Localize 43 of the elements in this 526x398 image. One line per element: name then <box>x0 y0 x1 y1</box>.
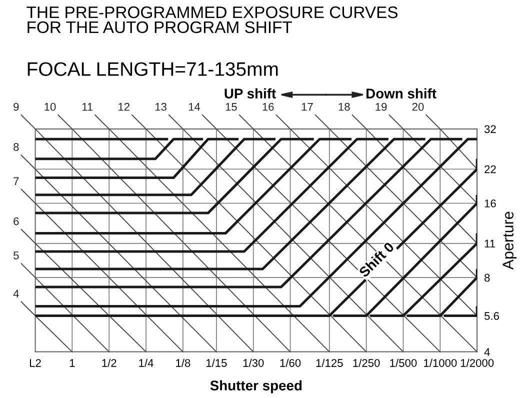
x-tick-label: 1/4 <box>139 358 154 367</box>
series-label: 7 <box>14 177 19 185</box>
series-label: 6 <box>14 217 19 226</box>
x-tick-label: 1/500 <box>390 358 417 367</box>
text: Down shift <box>366 88 436 98</box>
y-axis-title: Aperture <box>502 212 516 270</box>
series-label: 13 <box>155 102 166 111</box>
y-tick-label: 11 <box>484 240 496 248</box>
x-tick-label: 1/1000 <box>424 358 457 367</box>
x-tick-label: 1/250 <box>353 358 380 367</box>
x-tick-label: 1/60 <box>280 358 301 367</box>
series-label: 9 <box>14 102 19 111</box>
x-tick-label: 1/2000 <box>460 358 494 367</box>
x-tick-label: 1/2 <box>102 358 116 367</box>
y-tick-label: 5.6 <box>484 312 499 320</box>
x-axis-title: Shutter speed <box>210 380 302 394</box>
x-tick-label: L2 <box>30 359 41 367</box>
series-label: 17 <box>302 103 313 111</box>
series-label: 20 <box>412 102 424 111</box>
series-label: 4 <box>13 290 19 298</box>
x-tick-label: 1 <box>70 359 75 367</box>
series-label: 18 <box>338 102 350 111</box>
series-label: 19 <box>376 102 387 111</box>
x-tick-label: 1/8 <box>176 358 190 367</box>
series-label: 12 <box>118 102 130 111</box>
text: UP shift <box>224 88 276 98</box>
series-label: 8 <box>14 143 19 151</box>
series-label: 10 <box>44 102 56 111</box>
y-tick-label: 8 <box>484 274 490 282</box>
series-label: 15 <box>226 103 237 111</box>
series-label: 5 <box>14 252 19 260</box>
x-tick-label: 1/30 <box>243 358 264 367</box>
y-tick-label: 16 <box>484 200 496 208</box>
series-label: 14 <box>188 103 200 111</box>
y-tick-label: 32 <box>484 125 496 134</box>
series-label: 11 <box>82 103 93 111</box>
y-tick-label: 4 <box>484 348 490 356</box>
x-tick-label: 1/15 <box>206 358 227 367</box>
series-label: 16 <box>262 102 274 111</box>
chart-subtitle: FOCAL LENGTH=71-135mm <box>28 62 278 76</box>
y-tick-label: 22 <box>484 165 496 174</box>
chart-title: THE PRE-PROGRAMMED EXPOSURE CURVES FOR THE AUTO PROGRAM SHIFT <box>26 6 398 34</box>
x-tick-label: 1/125 <box>316 358 343 367</box>
